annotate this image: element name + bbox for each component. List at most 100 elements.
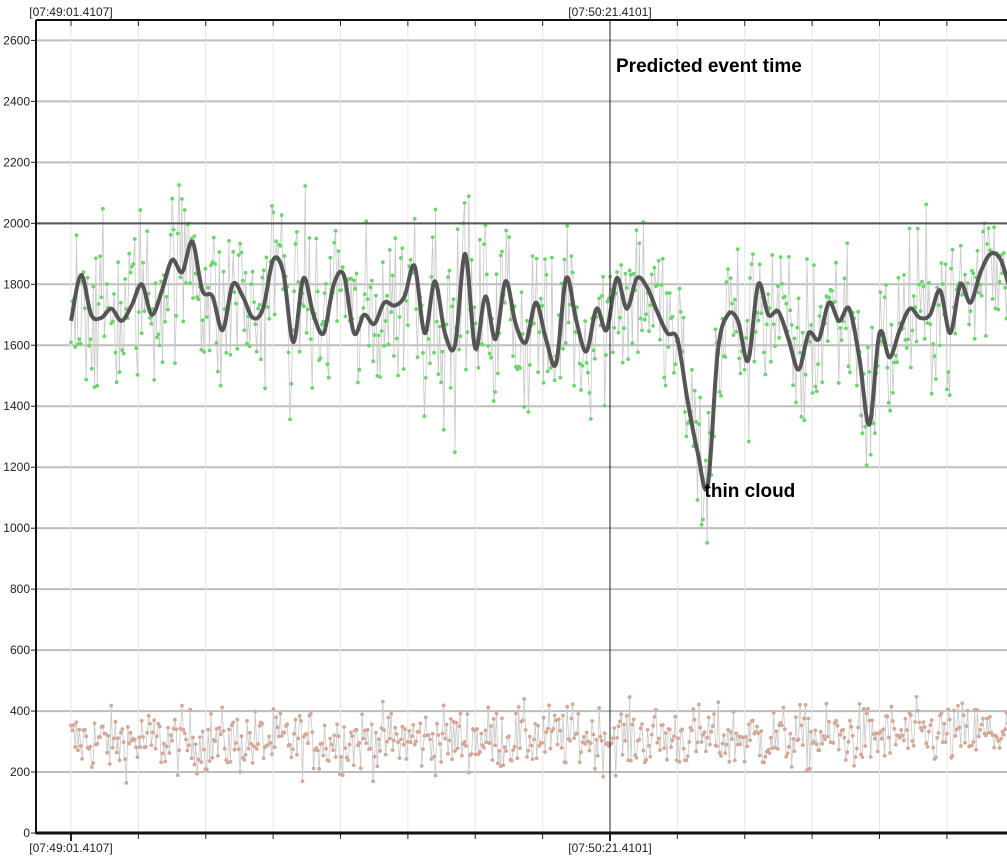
- comparison-point: [588, 741, 593, 746]
- comparison-point: [150, 730, 155, 735]
- target-point: [508, 317, 513, 322]
- target-point: [380, 260, 385, 265]
- target-point: [238, 241, 243, 246]
- y-tick-label: 800: [10, 582, 30, 596]
- target-point: [648, 303, 653, 307]
- comparison-point: [202, 747, 207, 752]
- comparison-point: [611, 736, 615, 741]
- target-point: [730, 301, 734, 306]
- target-point: [112, 292, 116, 296]
- target-point: [855, 383, 859, 388]
- comparison-point: [95, 741, 100, 746]
- comparison-point: [971, 740, 976, 744]
- target-point: [932, 354, 937, 359]
- comparison-point: [552, 713, 557, 718]
- target-point: [577, 361, 582, 366]
- target-point: [181, 319, 186, 324]
- target-point: [726, 267, 730, 271]
- comparison-point: [512, 744, 517, 749]
- comparison-point: [181, 727, 186, 732]
- target-point: [435, 319, 439, 324]
- comparison-point: [684, 758, 689, 763]
- target-point: [440, 349, 445, 354]
- target-point: [690, 367, 694, 372]
- comparison-point: [374, 730, 378, 735]
- target-point: [558, 375, 563, 380]
- comparison-point: [120, 727, 125, 731]
- comparison-point: [867, 718, 872, 723]
- target-point: [744, 336, 748, 340]
- y-tick-label: 1800: [3, 277, 30, 291]
- comparison-point: [613, 773, 618, 778]
- comparison-point: [855, 746, 859, 751]
- comparison-point: [296, 736, 301, 741]
- comparison-point: [340, 773, 345, 778]
- y-tick-label: 2600: [3, 33, 30, 47]
- target-point: [155, 335, 159, 340]
- comparison-point: [673, 714, 678, 719]
- target-point: [981, 229, 985, 234]
- target-point: [177, 183, 182, 187]
- target-point: [1004, 316, 1007, 321]
- comparison-point: [411, 723, 416, 727]
- target-point: [483, 223, 488, 228]
- target-point: [202, 350, 207, 354]
- target-point: [640, 328, 644, 333]
- comparison-point: [299, 719, 303, 723]
- target-point: [895, 360, 899, 365]
- comparison-point: [407, 729, 412, 733]
- target-point: [910, 328, 915, 333]
- comparison-point: [274, 715, 278, 720]
- comparison-point: [317, 766, 321, 771]
- target-point: [588, 417, 593, 421]
- comparison-point: [1001, 732, 1006, 737]
- target-point: [591, 348, 596, 353]
- comparison-point: [909, 713, 913, 718]
- target-point: [838, 326, 843, 330]
- target-point: [249, 282, 254, 286]
- comparison-point: [572, 736, 576, 741]
- target-point: [742, 367, 747, 372]
- comparison-point: [868, 755, 873, 759]
- target-point: [697, 422, 701, 427]
- target-point: [889, 322, 894, 327]
- target-point: [250, 269, 255, 274]
- target-point: [927, 281, 931, 285]
- comparison-point: [947, 717, 952, 722]
- comparison-point: [957, 725, 962, 730]
- comparison-point: [935, 735, 940, 740]
- target-point: [315, 289, 320, 294]
- comparison-point: [591, 732, 596, 737]
- target-point: [544, 272, 549, 277]
- comparison-point: [357, 741, 362, 745]
- target-point: [270, 204, 274, 208]
- comparison-point: [527, 734, 532, 739]
- comparison-point: [703, 749, 708, 754]
- target-point: [692, 388, 697, 393]
- target-point: [983, 334, 988, 338]
- target-point: [498, 253, 503, 258]
- target-point: [139, 331, 144, 336]
- comparison-point: [595, 753, 600, 758]
- comparison-point: [346, 758, 351, 763]
- comparison-point: [602, 731, 607, 736]
- target-point: [236, 253, 241, 257]
- comparison-point: [193, 742, 198, 747]
- comparison-point: [437, 741, 442, 746]
- comparison-point: [981, 716, 985, 721]
- target-point: [254, 349, 259, 354]
- comparison-point: [726, 728, 730, 732]
- target-point: [975, 248, 980, 253]
- target-point: [504, 228, 509, 233]
- comparison-point: [647, 743, 651, 748]
- target-point: [306, 307, 310, 312]
- target-point: [593, 356, 597, 361]
- comparison-point: [127, 741, 132, 746]
- target-point: [372, 333, 377, 337]
- comparison-point: [331, 748, 335, 752]
- target-point: [909, 365, 913, 370]
- comparison-point: [432, 754, 436, 759]
- comparison-point: [906, 746, 910, 750]
- comparison-point: [489, 724, 493, 728]
- target-point: [265, 305, 270, 309]
